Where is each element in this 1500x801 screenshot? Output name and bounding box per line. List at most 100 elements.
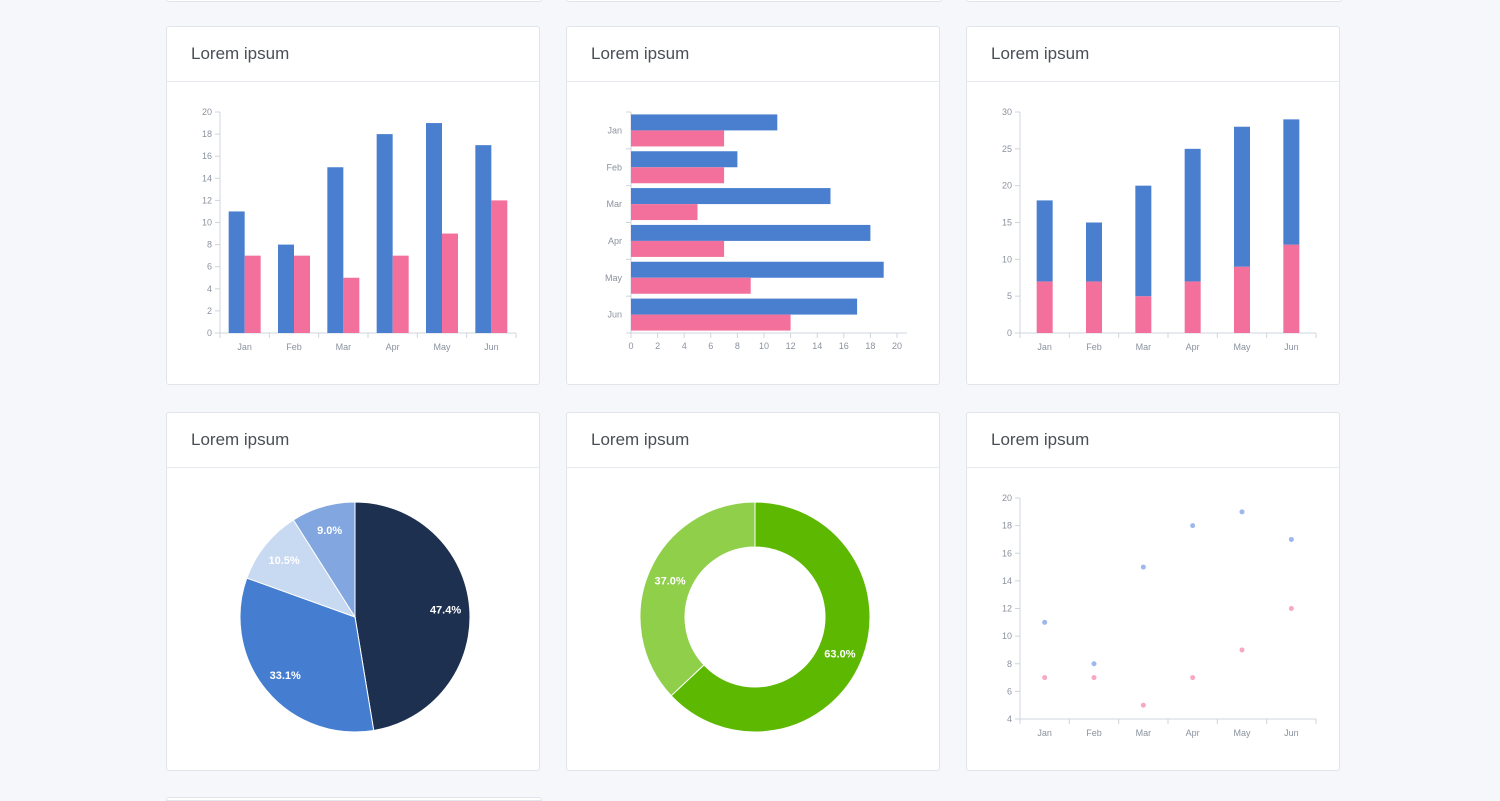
pie-slice — [354, 501, 471, 732]
x-tick-label: Feb — [1086, 342, 1102, 352]
slice-label: 63.0% — [824, 649, 855, 661]
scatter-point-series-1 — [1042, 619, 1048, 625]
bar-series-1 — [631, 114, 778, 131]
y-tick-label: 6 — [1007, 686, 1012, 696]
bar-series-1 — [631, 188, 831, 205]
bar-series-2 — [631, 130, 725, 147]
slice-label: 47.4% — [430, 605, 461, 617]
card-title: Lorem ipsum — [191, 44, 290, 63]
bar-series-1 — [426, 123, 442, 333]
donut-slice — [639, 501, 756, 697]
x-tick-label: Jan — [1037, 728, 1052, 738]
card-header: Lorem ipsum — [567, 27, 939, 82]
bar-series-2 — [1283, 119, 1300, 245]
x-tick-label: May — [1233, 728, 1251, 738]
card-header: Lorem ipsum — [567, 413, 939, 468]
bar-series-2 — [1234, 126, 1250, 267]
y-tick-label: Mar — [607, 199, 623, 209]
y-tick-label: 10 — [202, 218, 212, 228]
vertical-bar-chart: 0 2 4 6 8 10 12 14 16 18 20 Jan Feb Mar Apr May Jun — [202, 107, 517, 352]
card-title: Lorem ipsum — [591, 44, 690, 63]
x-tick-label: 18 — [865, 341, 875, 351]
scatter-point-series-1 — [1091, 661, 1097, 667]
card-title: Lorem ipsum — [991, 44, 1090, 63]
bar-series-1 — [1135, 296, 1152, 333]
bar-series-1 — [1036, 281, 1053, 333]
x-tick-label: Mar — [1136, 342, 1152, 352]
chart-area: 0 2 4 6 8 10 12 14 16 18 20 Jan Feb Mar Apr May Jun — [567, 82, 941, 385]
y-tick-label: Apr — [608, 236, 622, 246]
y-tick-label: Feb — [606, 162, 622, 172]
bar-series-2 — [631, 314, 791, 331]
x-tick-label: Apr — [1186, 342, 1200, 352]
card-vertical-bar-chart: Lorem ipsum 0 2 4 6 8 10 12 14 16 18 20 Jan Feb Mar Ap… — [166, 26, 540, 385]
card-horizontal-bar-chart: Lorem ipsum 0 2 4 6 8 10 12 14 16 18 20 Jan Feb Mar Ap… — [566, 26, 940, 385]
bar-series-1 — [631, 224, 871, 241]
card-scatter-chart: Lorem ipsum 4 6 8 10 12 14 16 18 20 Jan Feb Mar Apr M… — [966, 412, 1340, 771]
scatter-chart: 4 6 8 10 12 14 16 18 20 Jan Feb Mar Apr May Jun — [1002, 493, 1317, 738]
x-tick-label: 8 — [735, 341, 740, 351]
x-tick-label: 16 — [839, 341, 849, 351]
card-title: Lorem ipsum — [991, 430, 1090, 449]
y-tick-label: Jun — [607, 310, 622, 320]
card-donut-chart: Lorem ipsum 63.0% 37.0% — [566, 412, 940, 771]
y-tick-label: 4 — [207, 284, 212, 294]
x-tick-label: Feb — [286, 342, 302, 352]
x-tick-label: Mar — [336, 342, 352, 352]
bar-series-2 — [1135, 185, 1152, 297]
card-header: Lorem ipsum — [167, 27, 539, 82]
x-tick-label: 10 — [759, 341, 769, 351]
x-tick-label: 14 — [812, 341, 822, 351]
chart-area: 63.0% 37.0% — [567, 468, 941, 771]
bar-series-2 — [1184, 148, 1201, 282]
bar-series-2 — [631, 204, 698, 221]
scatter-point-series-1 — [1239, 509, 1245, 515]
y-tick-label: Jan — [607, 125, 622, 135]
bar-series-1 — [1184, 281, 1201, 333]
bar-series-1 — [631, 151, 738, 168]
pie-slice — [239, 577, 375, 733]
bar-series-2 — [631, 277, 751, 294]
chart-area: 4 6 8 10 12 14 16 18 20 Jan Feb Mar Apr May Jun — [967, 468, 1341, 771]
x-tick-label: Mar — [1136, 728, 1152, 738]
x-tick-label: 0 — [628, 341, 633, 351]
slice-label: 33.1% — [270, 670, 301, 682]
y-tick-label: 8 — [207, 240, 212, 250]
bar-series-1 — [327, 167, 344, 333]
bar-series-1 — [376, 134, 393, 333]
donut-slice — [670, 501, 871, 733]
y-tick-label: 2 — [207, 306, 212, 316]
y-tick-label: 0 — [207, 328, 212, 338]
bar-series-2 — [631, 167, 725, 184]
bar-series-1 — [1086, 281, 1102, 333]
scatter-point-series-1 — [1140, 564, 1146, 570]
y-tick-label: 0 — [1007, 328, 1012, 338]
x-tick-label: Jun — [1284, 342, 1299, 352]
bar-series-2 — [442, 233, 458, 333]
bar-series-1 — [631, 298, 858, 315]
x-tick-label: Jun — [1284, 728, 1299, 738]
bar-series-2 — [343, 277, 360, 333]
bar-series-2 — [491, 200, 508, 333]
bar-series-2 — [294, 255, 310, 333]
slice-label: 9.0% — [317, 525, 342, 537]
card-partial-bottom-1 — [166, 797, 542, 801]
card-pie-chart: Lorem ipsum 47.4% 33.1% 10.5% 9.0% — [166, 412, 540, 771]
bar-series-2 — [631, 240, 725, 257]
y-tick-label: 16 — [202, 151, 212, 161]
y-tick-label: 8 — [1007, 659, 1012, 669]
x-tick-label: May — [433, 342, 451, 352]
y-tick-label: 10 — [1002, 254, 1012, 264]
bar-series-2 — [1086, 222, 1102, 282]
card-title: Lorem ipsum — [191, 430, 290, 449]
x-tick-label: 12 — [786, 341, 796, 351]
y-tick-label: 20 — [1002, 493, 1012, 503]
donut-chart: 63.0% 37.0% — [639, 501, 871, 733]
x-tick-label: 20 — [892, 341, 902, 351]
pie-slice — [246, 519, 357, 618]
y-tick-label: 10 — [1002, 631, 1012, 641]
scatter-point-series-2 — [1288, 606, 1294, 611]
bar-series-1 — [1234, 266, 1250, 333]
y-tick-label: 20 — [202, 107, 212, 117]
y-tick-label: 30 — [1002, 107, 1012, 117]
